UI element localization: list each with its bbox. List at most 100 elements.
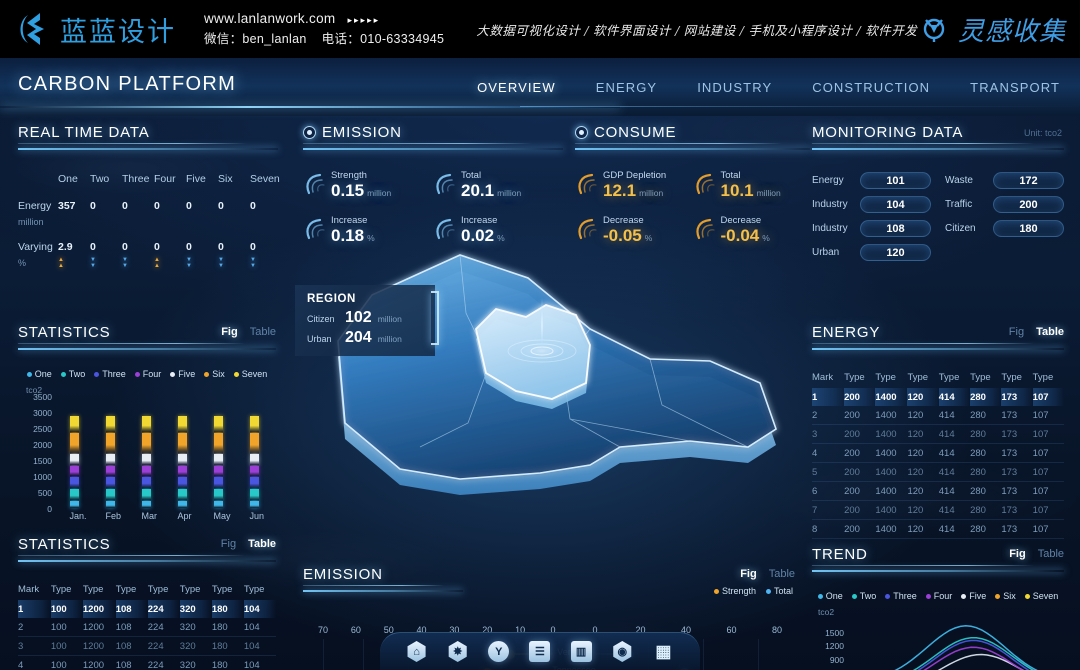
trend-line: [912, 637, 1035, 670]
service-separator: /: [739, 22, 745, 38]
bar-column[interactable]: [141, 397, 151, 509]
globe-icon[interactable]: ◉: [613, 641, 632, 662]
swoosh-icon: [306, 218, 325, 240]
trend-down-arrow-icon: ▼ ▼: [186, 257, 192, 269]
energy-tab-fig[interactable]: Fig: [1008, 326, 1025, 338]
swoosh-icon: [578, 173, 597, 195]
table-row[interactable]: 1 200 1400 120 414 280 173 107: [812, 388, 1064, 406]
document-icon[interactable]: ☰: [529, 641, 551, 662]
region-map[interactable]: [290, 233, 810, 563]
monitoring-row: Traffic 200: [945, 194, 1064, 214]
nav-item-energy[interactable]: ENERGY: [595, 79, 658, 95]
trend-tab-table[interactable]: Table: [1037, 548, 1064, 560]
panel-title-emission-bottom: EMISSION: [303, 566, 383, 583]
bar-segment-two: [249, 489, 259, 500]
kpi-label: Increase: [331, 215, 368, 226]
kpi-unit: %: [644, 233, 653, 243]
statistics-table-tab-table[interactable]: Table: [248, 538, 276, 550]
nav-item-overview[interactable]: OVERVIEW: [477, 79, 556, 95]
chart-bars-icon[interactable]: ▥: [570, 641, 592, 662]
legend-color-dot: [885, 593, 891, 599]
region-tooltip-label: Urban: [307, 334, 332, 344]
real-time-value: 0: [90, 199, 96, 212]
legend-color-dot: [925, 593, 931, 599]
butterfly-gridline: [323, 639, 324, 670]
emission-bottom-tab-fig[interactable]: Fig: [740, 568, 757, 580]
trend-y-tick: 1500: [825, 627, 844, 638]
bar-column[interactable]: [177, 397, 187, 509]
service-separator: /: [675, 22, 680, 38]
table-row[interactable]: 6 200 1400 120 414 280 173 107: [812, 481, 1064, 501]
home-icon[interactable]: ⌂: [407, 641, 426, 662]
bar-column[interactable]: [105, 397, 115, 509]
table-cell: 1200: [82, 618, 116, 637]
emission-bottom-tab-table[interactable]: Table: [768, 568, 795, 580]
table-row[interactable]: 5 200 1400 120 414 280 173 107: [812, 462, 1064, 482]
statistics-table-tab-fig[interactable]: Fig: [220, 538, 237, 550]
region-tooltip-title: REGION: [307, 293, 356, 305]
energy-tab-table[interactable]: Table: [1036, 326, 1064, 338]
legend-label: Six: [1003, 591, 1016, 601]
target-icon[interactable]: Y: [488, 641, 510, 662]
y-tick-label: 3500: [33, 392, 52, 402]
bar-segment-one: [213, 500, 223, 508]
settings-gear-icon[interactable]: ✸: [448, 641, 467, 662]
legend-item: One: [817, 591, 843, 601]
real-time-column-header: Five: [186, 172, 206, 185]
butterfly-gridline: [363, 639, 364, 670]
bar-segment-five: [249, 454, 259, 465]
monitoring-label: Industry: [812, 198, 848, 210]
table-row[interactable]: 4 100 1200 108 224 320 180 104: [18, 655, 276, 670]
legend-item: Seven: [233, 369, 267, 379]
legend-label: Seven: [1032, 591, 1059, 601]
region-tooltip-value: 102: [345, 309, 372, 326]
table-cell: 224: [147, 636, 180, 656]
trend-y-unit: tco2: [818, 607, 835, 617]
x-tick-label: May: [213, 511, 231, 521]
nav-item-construction[interactable]: CONSTRUCTION: [812, 79, 931, 95]
grid-apps-icon[interactable]: ▦: [655, 641, 672, 661]
bar-column[interactable]: [69, 397, 79, 509]
panel-trend: TREND Fig Table One Two Three Four Five Six Se…: [811, 546, 1064, 670]
table-cell: 107: [1032, 388, 1064, 406]
table-row[interactable]: 3 100 1200 108 224 320 180 104: [18, 636, 276, 656]
kpi-unit: million: [639, 188, 664, 198]
butterfly-left-tick: 40: [416, 625, 427, 635]
kpi-text: Increase 0.18%: [331, 215, 375, 247]
table-cell: 1200: [82, 600, 116, 618]
kpi-label: Decrease: [603, 215, 644, 226]
bar-segment-four: [177, 465, 187, 477]
statistics-fig-toggle: Fig Table: [221, 326, 276, 338]
statistics-fig-tab-fig[interactable]: Fig: [221, 326, 238, 338]
panel-title-real-time-data: REAL TIME DATA: [18, 124, 150, 141]
trend-down-arrow-icon: ▼ ▼: [218, 257, 224, 269]
table-row[interactable]: 1 100 1200 108 224 320 180 104: [18, 600, 276, 618]
monitoring-row: Energy 101: [812, 170, 931, 190]
bar-segment-one: [105, 500, 115, 508]
nav-item-transport[interactable]: TRANSPORT: [970, 79, 1060, 95]
table-row[interactable]: 8 200 1400 120 414 280 173 107: [812, 519, 1064, 539]
bar-segment-seven: [177, 415, 187, 433]
bar-segment-three: [249, 477, 259, 489]
table-cell: 1400: [875, 519, 908, 539]
swoosh-icon: [436, 218, 455, 240]
table-row[interactable]: 4 200 1400 120 414 280 173 107: [812, 443, 1064, 463]
bar-segment-five: [141, 454, 151, 465]
tooltip-bracket-icon: [431, 291, 439, 345]
table-row[interactable]: 2 200 1400 120 414 280 173 107: [812, 406, 1064, 425]
table-row[interactable]: 7 200 1400 120 414 280 173 107: [812, 500, 1064, 520]
table-cell: 200: [844, 481, 876, 501]
table-cell: 1400: [875, 388, 908, 406]
statistics-fig-tab-table[interactable]: Table: [249, 326, 276, 338]
table-cell: 180: [211, 655, 244, 670]
legend-item: Five: [170, 369, 195, 379]
trend-tab-fig[interactable]: Fig: [1009, 548, 1026, 560]
bar-column[interactable]: [213, 397, 223, 509]
nav-item-industry[interactable]: INDUSTRY: [697, 79, 773, 95]
statistics-bar-columns: [56, 397, 272, 509]
table-row[interactable]: 2 100 1200 108 224 320 180 104: [18, 618, 276, 637]
monitoring-row: Urban 120: [812, 242, 931, 262]
table-row[interactable]: 3 200 1400 120 414 280 173 107: [812, 424, 1064, 444]
kpi-swoosh-icon: [303, 217, 325, 243]
bar-column[interactable]: [249, 397, 259, 509]
